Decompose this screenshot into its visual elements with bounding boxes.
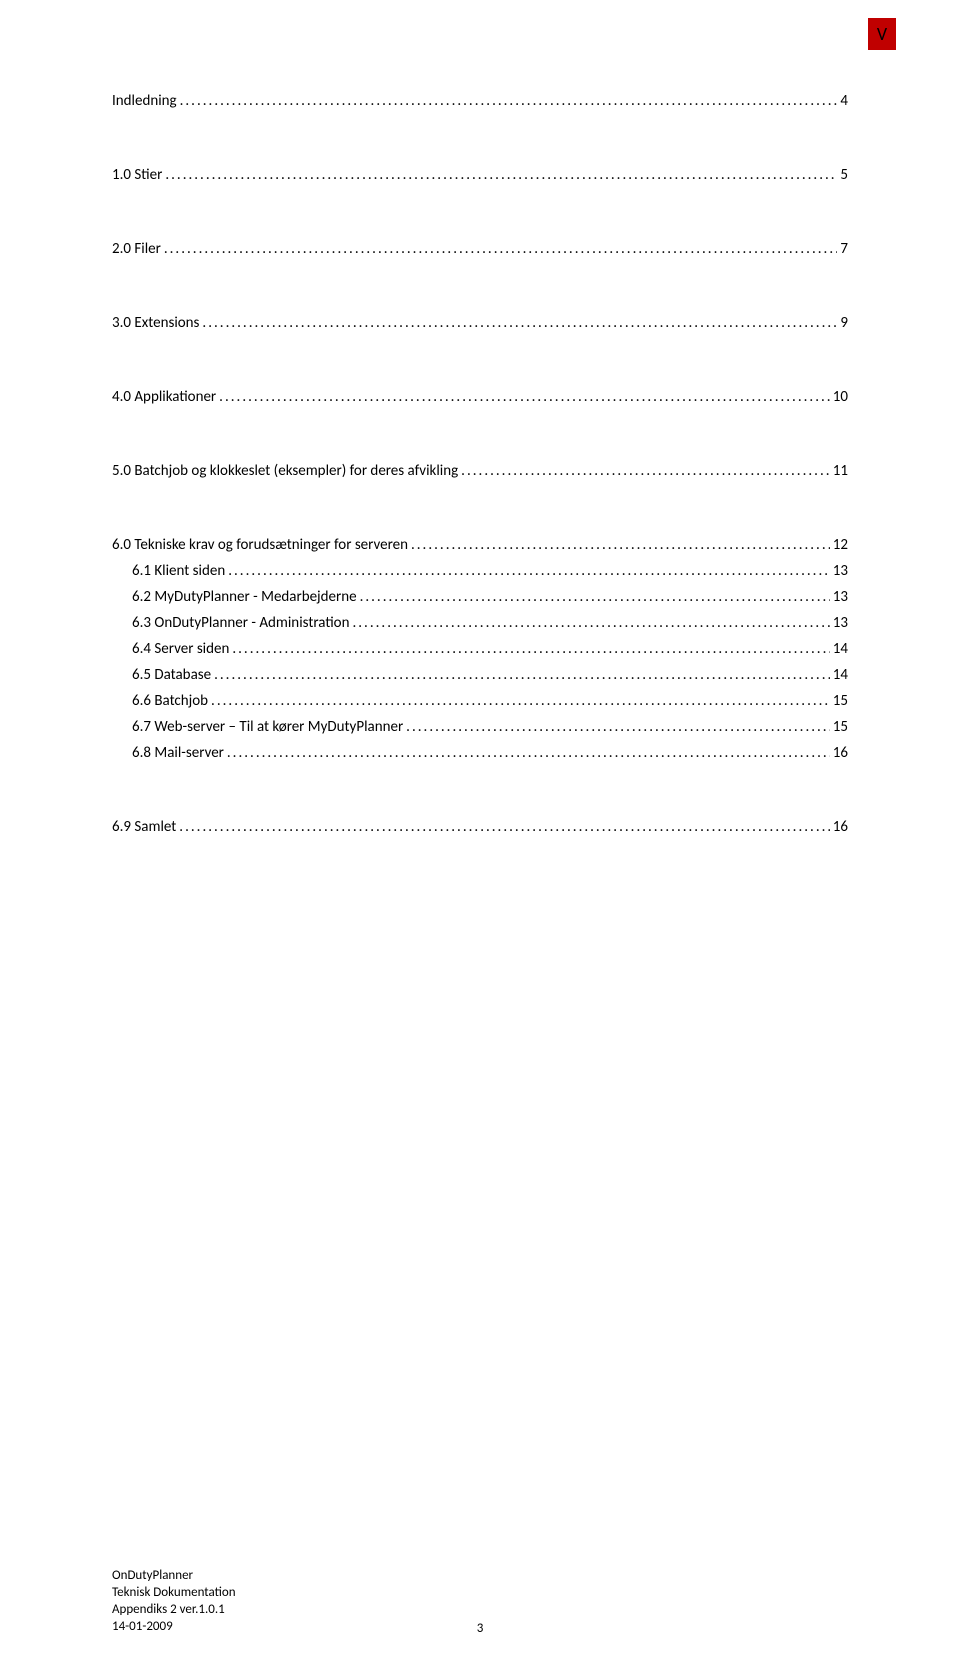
- toc-page: 9: [840, 314, 848, 332]
- toc-title: 6.4 Server siden: [132, 640, 229, 658]
- toc-title: 3.0 Extensions: [112, 314, 199, 332]
- toc-title: 6.0 Tekniske krav og forudsætninger for …: [112, 536, 408, 554]
- toc-page: 12: [833, 536, 848, 554]
- toc-title: 5.0 Batchjob og klokkeslet (eksempler) f…: [112, 462, 458, 480]
- toc-page: 15: [833, 718, 848, 736]
- toc-page: 10: [833, 388, 848, 406]
- footer: OnDutyPlanner Teknisk Dokumentation Appe…: [112, 1568, 236, 1636]
- toc-title: 6.5 Database: [132, 666, 211, 684]
- toc-dots: ........................................…: [227, 744, 830, 762]
- toc-entry: 2.0 Filer...............................…: [112, 240, 848, 258]
- toc-page: 13: [833, 562, 848, 580]
- toc-title: 6.1 Klient siden: [132, 562, 225, 580]
- toc-dots: ........................................…: [228, 562, 830, 580]
- toc-page: 16: [833, 818, 848, 836]
- toc-entry: 5.0 Batchjob og klokkeslet (eksempler) f…: [112, 462, 848, 480]
- toc-title: 6.3 OnDutyPlanner - Administration: [132, 614, 349, 632]
- toc-title: 6.6 Batchjob: [132, 692, 208, 710]
- toc-entry: 6.9 Samlet..............................…: [112, 818, 848, 836]
- toc-entry: Indledning..............................…: [112, 92, 848, 110]
- toc-title: 4.0 Applikationer: [112, 388, 216, 406]
- toc-entry: 6.4 Server siden........................…: [112, 640, 848, 658]
- footer-appendix: Appendiks 2 ver.1.0.1: [112, 1602, 236, 1619]
- toc-entry: 3.0 Extensions..........................…: [112, 314, 848, 332]
- toc-entry: 6.7 Web-server – Til at kører MyDutyPlan…: [112, 718, 848, 736]
- toc-entry: 4.0 Applikationer.......................…: [112, 388, 848, 406]
- toc-title: 6.2 MyDutyPlanner - Medarbejderne: [132, 588, 357, 606]
- footer-doc-type: Teknisk Dokumentation: [112, 1585, 236, 1602]
- toc-entry: 1.0 Stier...............................…: [112, 166, 848, 184]
- toc-dots: ........................................…: [165, 166, 837, 184]
- toc-dots: ........................................…: [411, 536, 830, 554]
- toc-title: 6.7 Web-server – Til at kører MyDutyPlan…: [132, 718, 403, 736]
- toc-dots: ........................................…: [214, 666, 830, 684]
- toc-entry: 6.2 MyDutyPlanner - Medarbejderne.......…: [112, 588, 848, 606]
- toc-dots: ........................................…: [360, 588, 830, 606]
- toc-entry: 6.8 Mail-server.........................…: [112, 744, 848, 762]
- toc-page: 5: [840, 166, 848, 184]
- footer-date: 14-01-2009: [112, 1619, 236, 1636]
- toc-dots: ........................................…: [179, 818, 829, 836]
- toc-title: Indledning: [112, 92, 177, 110]
- toc-entry: 6.0 Tekniske krav og forudsætninger for …: [112, 536, 848, 554]
- toc-page: 16: [833, 744, 848, 762]
- toc-page: 7: [840, 240, 848, 258]
- toc-page: 15: [833, 692, 848, 710]
- toc-dots: ........................................…: [164, 240, 838, 258]
- toc-dots: ........................................…: [461, 462, 830, 480]
- toc-title: 1.0 Stier: [112, 166, 162, 184]
- toc-entry: 6.6 Batchjob............................…: [112, 692, 848, 710]
- toc-page: 11: [833, 462, 848, 480]
- version-badge: V: [868, 18, 896, 50]
- table-of-contents: Indledning..............................…: [112, 92, 848, 892]
- toc-dots: ........................................…: [202, 314, 837, 332]
- toc-entry: 6.3 OnDutyPlanner - Administration......…: [112, 614, 848, 632]
- page-number: 3: [477, 1621, 484, 1636]
- toc-dots: ........................................…: [406, 718, 830, 736]
- toc-dots: ........................................…: [232, 640, 829, 658]
- toc-page: 4: [840, 92, 848, 110]
- toc-dots: ........................................…: [219, 388, 830, 406]
- footer-product: OnDutyPlanner: [112, 1568, 236, 1585]
- toc-dots: ........................................…: [352, 614, 829, 632]
- toc-page: 14: [833, 666, 848, 684]
- badge-text: V: [877, 23, 887, 45]
- toc-entry: 6.1 Klient siden........................…: [112, 562, 848, 580]
- toc-entry: 6.5 Database............................…: [112, 666, 848, 684]
- toc-title: 6.8 Mail-server: [132, 744, 224, 762]
- toc-page: 13: [833, 588, 848, 606]
- toc-dots: ........................................…: [211, 692, 830, 710]
- toc-dots: ........................................…: [180, 92, 838, 110]
- toc-title: 6.9 Samlet: [112, 818, 176, 836]
- toc-page: 13: [833, 614, 848, 632]
- toc-page: 14: [833, 640, 848, 658]
- toc-title: 2.0 Filer: [112, 240, 161, 258]
